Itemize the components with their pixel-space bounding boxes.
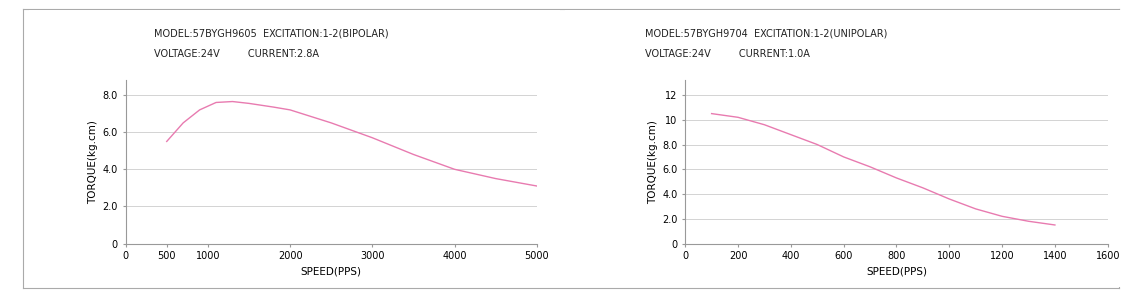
- Y-axis label: TORQUE(kg.cm): TORQUE(kg.cm): [88, 120, 98, 204]
- Text: MODEL:57BYGH9605  EXCITATION:1-2(BIPOLAR): MODEL:57BYGH9605 EXCITATION:1-2(BIPOLAR): [154, 29, 388, 39]
- X-axis label: SPEED(PPS): SPEED(PPS): [300, 267, 362, 277]
- Y-axis label: TORQUE(kg.cm): TORQUE(kg.cm): [648, 120, 658, 204]
- Text: MODEL:57BYGH9704  EXCITATION:1-2(UNIPOLAR): MODEL:57BYGH9704 EXCITATION:1-2(UNIPOLAR…: [645, 29, 887, 39]
- Text: VOLTAGE:24V         CURRENT:1.0A: VOLTAGE:24V CURRENT:1.0A: [645, 49, 810, 59]
- Text: VOLTAGE:24V         CURRENT:2.8A: VOLTAGE:24V CURRENT:2.8A: [154, 49, 319, 59]
- X-axis label: SPEED(PPS): SPEED(PPS): [866, 267, 927, 277]
